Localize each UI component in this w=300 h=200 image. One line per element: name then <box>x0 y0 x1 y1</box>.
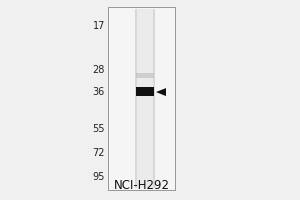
Text: 72: 72 <box>92 148 105 158</box>
Text: NCI-H292: NCI-H292 <box>113 179 170 192</box>
Bar <box>136 73 154 78</box>
Bar <box>136 87 154 96</box>
Bar <box>137 9 153 188</box>
Text: 95: 95 <box>93 172 105 182</box>
Polygon shape <box>156 88 166 96</box>
Text: 36: 36 <box>93 87 105 97</box>
Text: 28: 28 <box>93 65 105 75</box>
Text: 17: 17 <box>93 21 105 31</box>
Bar <box>135 9 155 188</box>
Text: 55: 55 <box>92 124 105 134</box>
Bar <box>108 7 175 190</box>
